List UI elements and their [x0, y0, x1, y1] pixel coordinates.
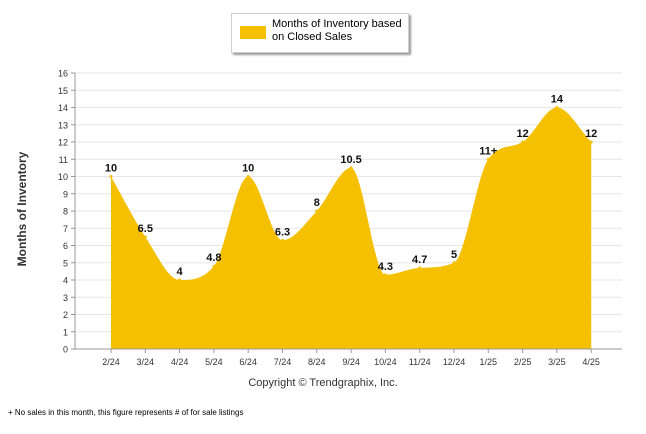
- data-point: [589, 140, 593, 144]
- data-label: 5: [451, 249, 457, 261]
- series-area: [111, 107, 592, 349]
- x-tick-label: 12/24: [443, 357, 466, 367]
- data-point: [212, 264, 216, 268]
- data-point: [521, 140, 525, 144]
- data-point: [486, 157, 490, 161]
- data-label: 10: [242, 163, 254, 175]
- data-label: 12: [516, 128, 528, 140]
- y-tick-label: 7: [63, 224, 68, 234]
- x-tick-label: 7/24: [274, 357, 292, 367]
- y-tick-label: 2: [63, 310, 68, 320]
- x-tick-label: 2/24: [102, 357, 120, 367]
- legend-swatch: [240, 26, 266, 39]
- data-point: [143, 235, 147, 239]
- y-tick-label: 15: [58, 86, 68, 96]
- data-point: [418, 266, 422, 270]
- data-label: 8: [314, 197, 320, 209]
- data-point: [315, 209, 319, 213]
- x-tick-label: 9/24: [342, 357, 360, 367]
- data-label: 6.5: [138, 223, 153, 235]
- data-label: 10: [105, 163, 117, 175]
- data-point: [555, 106, 559, 109]
- y-tick-label: 14: [58, 103, 68, 113]
- x-tick-label: 4/24: [171, 357, 189, 367]
- y-tick-label: 13: [58, 120, 68, 130]
- data-point: [281, 238, 284, 242]
- x-tick-label: 5/24: [205, 357, 223, 367]
- y-tick-label: 0: [63, 345, 68, 355]
- data-point: [383, 273, 387, 277]
- data-label: 4: [177, 266, 184, 278]
- y-tick-label: 5: [63, 258, 68, 268]
- y-tick-label: 10: [58, 172, 68, 182]
- y-tick-label: 16: [58, 69, 68, 79]
- data-point: [178, 278, 182, 282]
- footnote: + No sales in this month, this figure re…: [8, 408, 244, 417]
- x-tick-label: 4/25: [582, 357, 600, 367]
- data-label: 12: [585, 128, 597, 140]
- x-tick-label: 3/24: [137, 357, 155, 367]
- data-label: 11+: [479, 145, 497, 157]
- x-tick-label: 11/24: [409, 357, 431, 367]
- x-tick-label: 3/25: [548, 357, 566, 367]
- y-axis-title: Months of Inventory: [15, 151, 29, 267]
- y-tick-label: 3: [63, 293, 68, 303]
- x-tick-label: 6/24: [239, 357, 257, 367]
- y-tick-label: 11: [59, 155, 68, 165]
- data-label: 4.7: [412, 254, 427, 266]
- data-label: 4.8: [206, 252, 221, 264]
- x-tick-label: 10/24: [374, 357, 397, 367]
- data-label: 14: [551, 94, 564, 106]
- data-point: [109, 175, 113, 178]
- y-tick-label: 9: [63, 189, 68, 199]
- x-tick-label: 1/25: [480, 357, 498, 367]
- data-point: [246, 175, 250, 178]
- data-point: [452, 261, 456, 265]
- copyright-text: Copyright © Trendgraphix, Inc.: [248, 377, 398, 389]
- data-label: 4.3: [378, 261, 393, 273]
- x-tick-label: 8/24: [308, 357, 326, 367]
- legend-label: Months of Inventory based on Closed Sale…: [272, 18, 402, 43]
- legend: Months of Inventory based on Closed Sale…: [231, 13, 409, 53]
- y-tick-label: 1: [63, 327, 68, 337]
- data-label: 10.5: [340, 154, 361, 166]
- y-tick-label: 4: [63, 276, 68, 286]
- y-tick-label: 6: [63, 241, 68, 251]
- y-tick-label: 12: [58, 138, 68, 148]
- data-label: 6.3: [275, 226, 290, 238]
- x-tick-label: 2/25: [514, 357, 532, 367]
- y-tick-label: 8: [63, 207, 68, 217]
- data-point: [349, 166, 353, 170]
